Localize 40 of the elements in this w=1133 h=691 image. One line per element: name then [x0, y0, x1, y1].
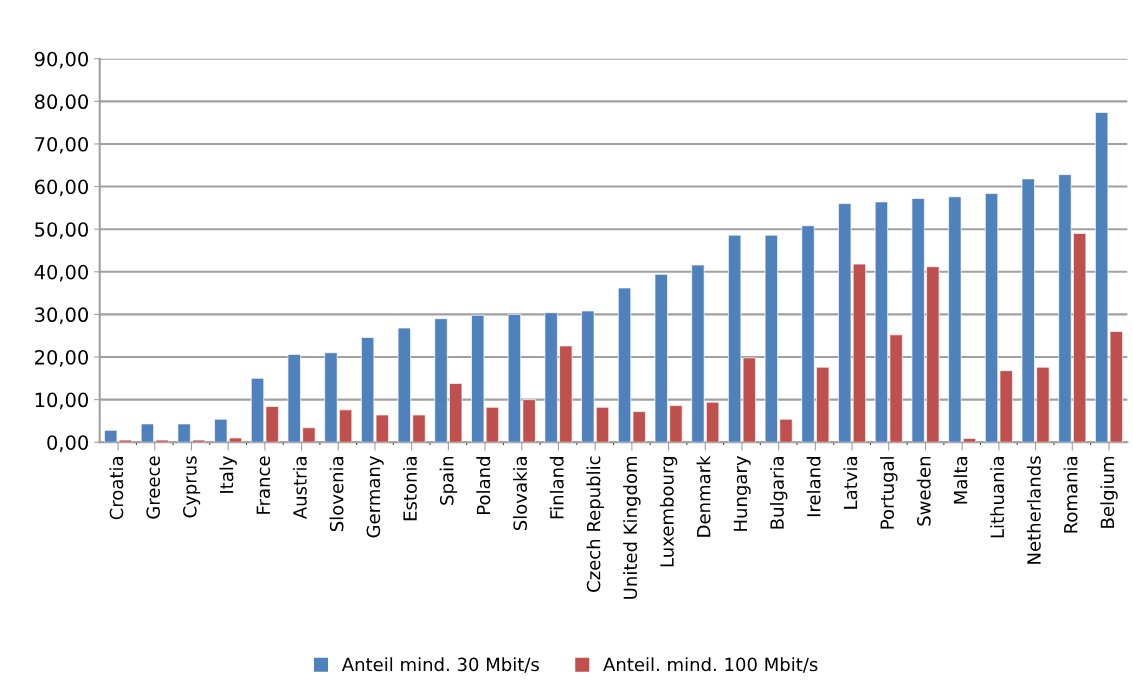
- x-tick-label: Portugal: [880, 457, 898, 529]
- y-tick-label: 70,00: [35, 136, 88, 154]
- x-tick-label: Denmark: [696, 455, 711, 537]
- x-tick-label: Czech Republic: [586, 456, 604, 592]
- x-tick-label: Ireland: [806, 457, 821, 517]
- legend-label: Anteil. mind. 100 Mbit/s: [603, 657, 818, 673]
- y-tick-label: 60,00: [34, 179, 88, 197]
- y-tick-label: 80,00: [34, 94, 88, 111]
- x-tick-label: United Kingdom: [623, 456, 641, 599]
- x-tick-label: Poland: [476, 457, 491, 514]
- x-tick-label: Malta: [953, 457, 968, 504]
- x-tick-label: Slovakia: [513, 457, 528, 531]
- y-tick-label: 20,00: [35, 349, 88, 367]
- x-tick-label: Luxembourg: [659, 457, 678, 567]
- x-tick-label: Slovenia: [329, 457, 344, 532]
- x-tick-label: Cyprus: [183, 456, 201, 518]
- x-tick-label: Romania: [1063, 457, 1078, 533]
- y-tick-label: 50,00: [35, 222, 88, 239]
- x-tick-label: Finland: [549, 457, 564, 519]
- x-tick-label: Croatia: [109, 457, 124, 520]
- y-tick-label: 0,00: [47, 435, 88, 452]
- x-tick-label: France: [256, 456, 271, 514]
- y-tick-label: 30,00: [35, 307, 88, 325]
- y-tick-label: 40,00: [34, 264, 88, 282]
- x-tick-label: Spain: [439, 456, 458, 505]
- x-tick-label: Estonia: [402, 457, 417, 521]
- x-tick-label: Hungary: [733, 455, 751, 531]
- x-tick-label: Italy: [219, 455, 237, 493]
- x-tick-label: Lithuania: [990, 457, 1005, 538]
- x-tick-label: Greece: [146, 456, 160, 519]
- y-tick-label: 10,00: [35, 392, 88, 410]
- x-tick-label: Belgium: [1100, 456, 1118, 528]
- x-tick-label: Netherlands: [1026, 456, 1041, 564]
- y-tick-label: 90,00: [34, 51, 88, 69]
- x-tick-label: Sweden: [916, 456, 931, 526]
- x-tick-label: Austria: [292, 457, 307, 520]
- x-tick-label: Bulgaria: [769, 457, 788, 529]
- legend-label: Anteil mind. 30 Mbit/s: [341, 657, 539, 673]
- x-tick-label: Latvia: [843, 457, 858, 509]
- x-tick-label: Germany: [366, 455, 384, 538]
